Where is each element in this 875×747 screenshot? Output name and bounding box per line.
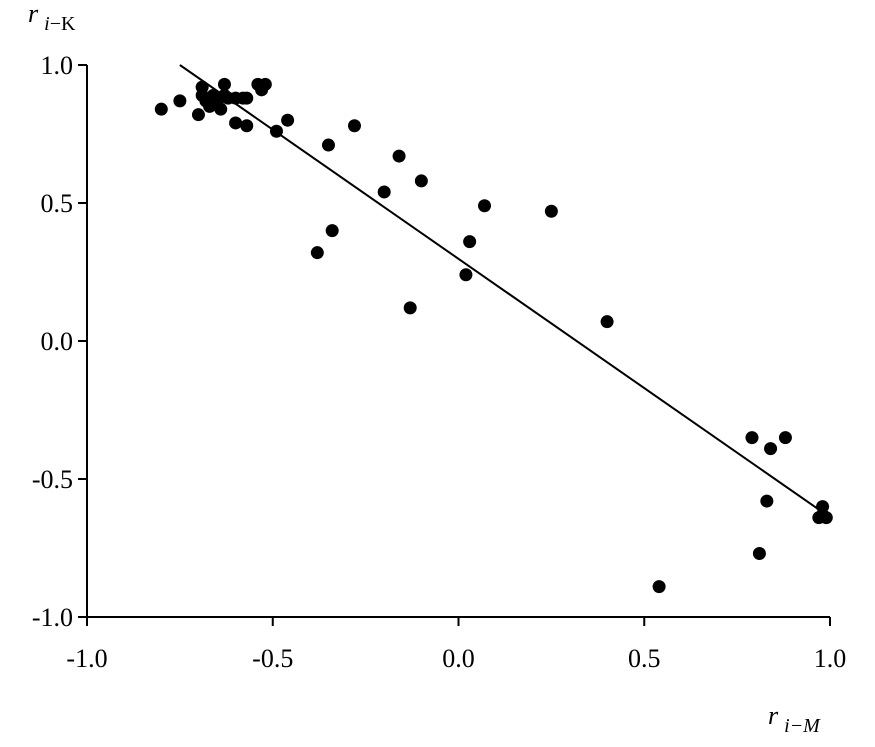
- data-point: [478, 199, 492, 213]
- data-point: [281, 113, 295, 127]
- x-tick-label: 0.5: [628, 644, 661, 673]
- y-tick-label: -0.5: [32, 465, 73, 494]
- x-tick-label: -0.5: [252, 644, 293, 673]
- data-point: [173, 94, 187, 108]
- data-point: [377, 185, 391, 199]
- data-point: [214, 102, 228, 116]
- data-point: [191, 108, 205, 122]
- data-point: [760, 494, 774, 508]
- marks-layer: [154, 64, 833, 594]
- data-point: [652, 580, 666, 594]
- y-tick-label: -1.0: [32, 603, 73, 632]
- data-point: [310, 246, 324, 260]
- y-axis-title: r i−K: [28, 0, 76, 35]
- data-point: [269, 124, 283, 138]
- data-point: [463, 235, 477, 249]
- x-axis-title: r i−M: [768, 701, 821, 737]
- data-point: [816, 500, 830, 514]
- x-tick-label: 1.0: [814, 644, 847, 673]
- data-point: [764, 442, 778, 456]
- x-tick-label: 0.0: [442, 644, 475, 673]
- data-point: [258, 77, 272, 91]
- x-tick-label: -1.0: [66, 644, 107, 673]
- data-point: [778, 431, 792, 445]
- data-point: [154, 102, 168, 116]
- y-tick-label: 1.0: [41, 51, 74, 80]
- data-point: [321, 138, 335, 152]
- data-point: [745, 431, 759, 445]
- y-tick-label: 0.0: [41, 327, 74, 356]
- data-point: [240, 91, 254, 105]
- data-point: [229, 116, 243, 130]
- data-point: [403, 301, 417, 315]
- data-point: [392, 149, 406, 163]
- labels-layer: -1.0 -0.5 0.0 0.5 1.0 -1.0 -0.5 0.0 0.5 1.0 r i−K r i…: [28, 0, 846, 737]
- data-point: [819, 511, 833, 525]
- data-point: [752, 547, 766, 561]
- data-point: [325, 224, 339, 238]
- data-point: [347, 119, 361, 133]
- data-point: [217, 77, 231, 91]
- data-point: [600, 315, 614, 329]
- trend-line: [179, 64, 824, 513]
- data-point: [240, 119, 254, 133]
- data-point: [195, 80, 209, 94]
- data-point: [414, 174, 428, 188]
- axes-layer: [78, 64, 831, 626]
- data-point: [459, 268, 473, 282]
- data-point: [544, 204, 558, 218]
- y-tick-label: 0.5: [41, 189, 74, 218]
